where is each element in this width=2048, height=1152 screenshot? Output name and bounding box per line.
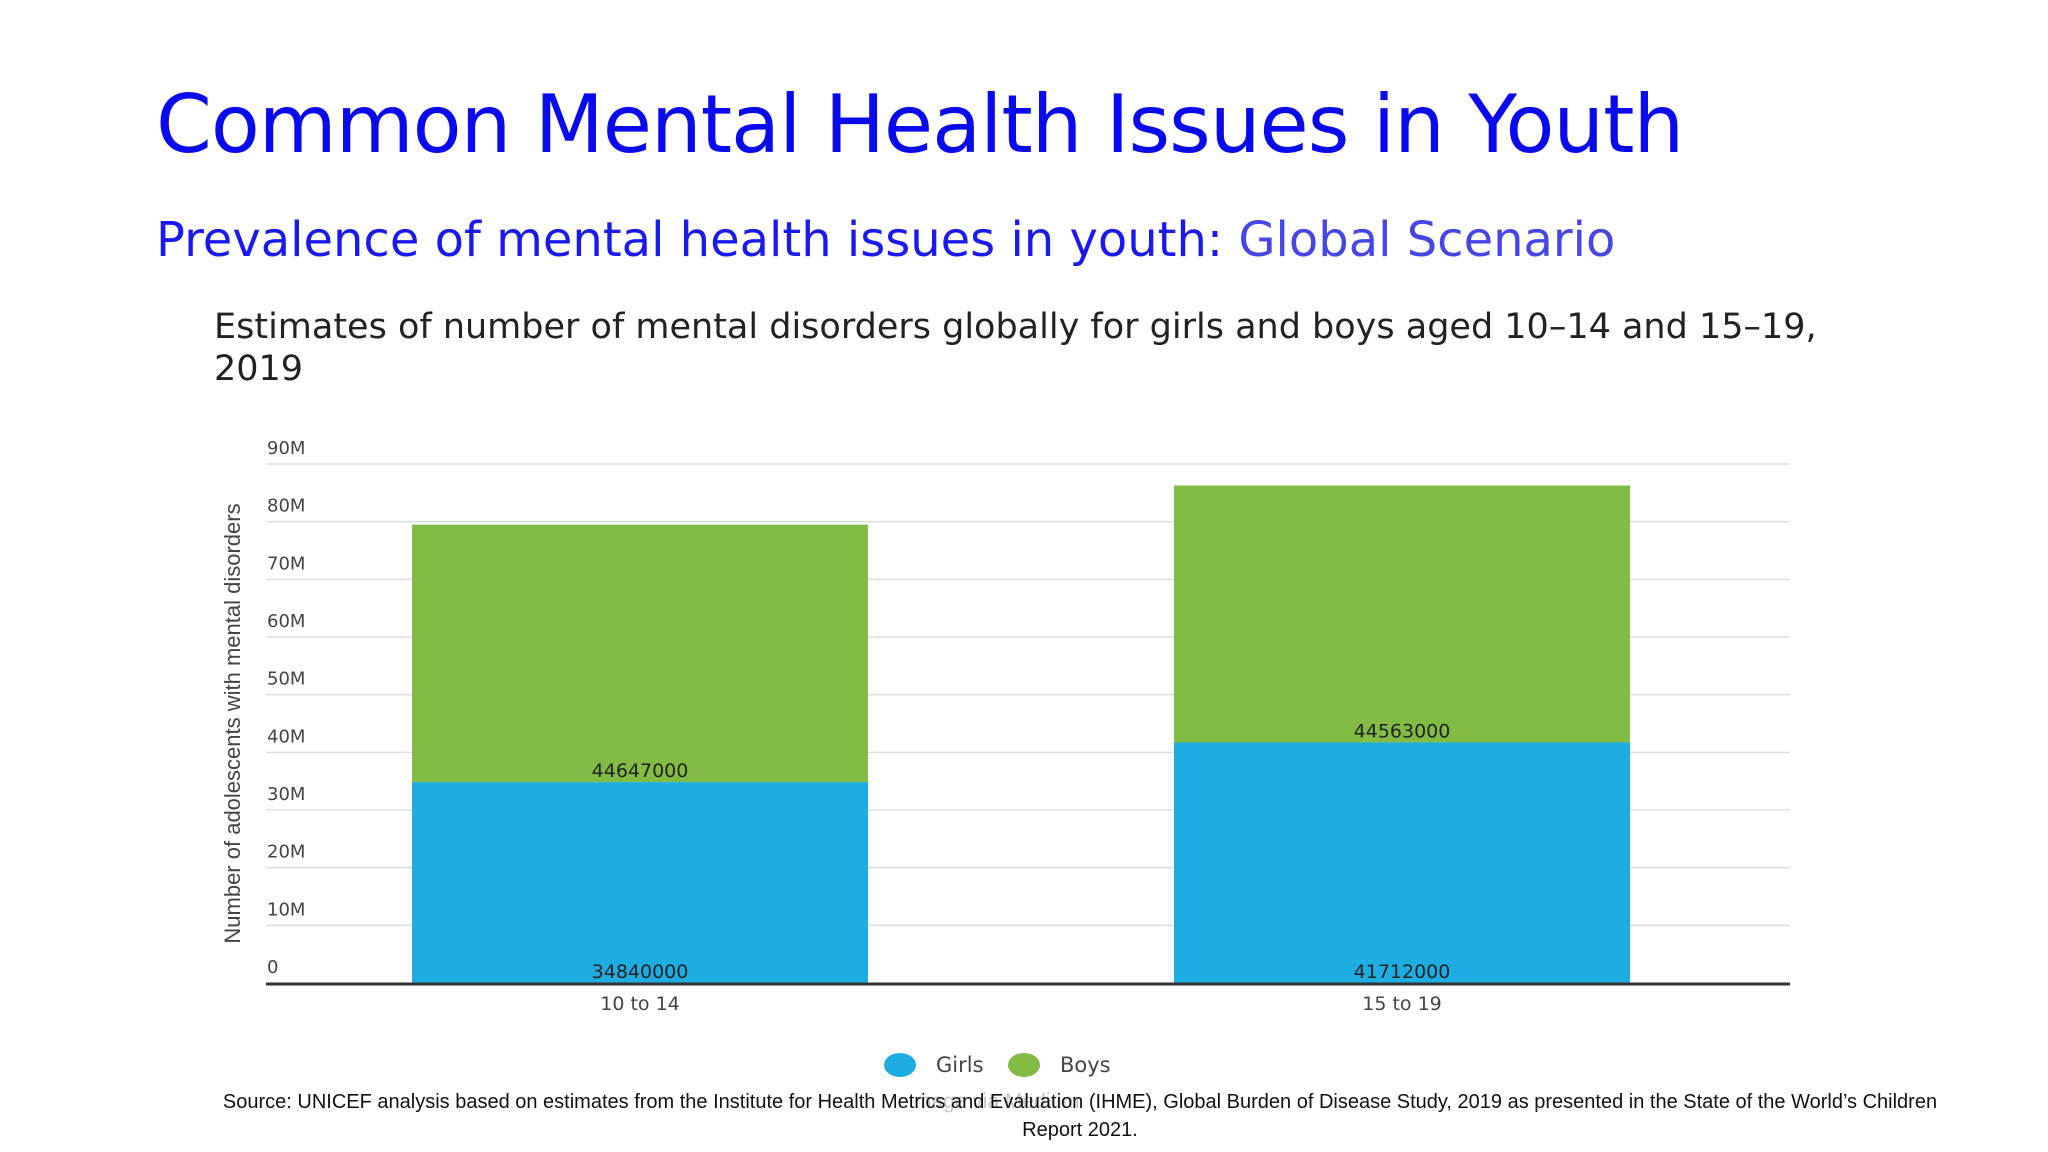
source-note: Source: UNICEF analysis based on estimat… xyxy=(222,1091,1938,1141)
x-tick-label: 15 to 19 xyxy=(1362,993,1442,1015)
slide-title: Common Mental Health Issues in Youth xyxy=(156,78,1684,171)
legend-swatch-boys xyxy=(1008,1053,1040,1077)
y-tick-label: 60M xyxy=(267,611,305,632)
watermark: Image via Medium xyxy=(908,1090,1080,1113)
data-label: 44647000 xyxy=(592,760,689,782)
legend-label: Girls xyxy=(936,1053,984,1077)
y-tick-label: 40M xyxy=(267,726,305,747)
bar-girls xyxy=(1174,742,1630,983)
y-tick-label: 80M xyxy=(267,496,305,517)
legend-label: Boys xyxy=(1060,1053,1111,1077)
subtitle-accent: Global Scenario xyxy=(1238,212,1616,268)
chart-title: Estimates of number of mental disorders … xyxy=(214,307,1817,389)
subtitle-main: Prevalence of mental health issues in yo… xyxy=(156,212,1239,268)
y-tick-label: 70M xyxy=(267,553,305,574)
bar-boys xyxy=(412,524,868,783)
data-label: 44563000 xyxy=(1354,720,1451,742)
legend-swatch-girls xyxy=(884,1053,916,1077)
slide-subtitle: Prevalence of mental health issues in yo… xyxy=(156,212,1615,268)
y-axis-label: Number of adolescents with mental disord… xyxy=(220,503,245,943)
y-tick-label: 0 xyxy=(267,957,278,978)
bar-boys xyxy=(1174,485,1630,743)
x-tick-label: 10 to 14 xyxy=(600,993,680,1015)
y-tick-label: 50M xyxy=(267,669,305,690)
data-label: 41712000 xyxy=(1354,961,1451,983)
y-tick-label: 10M xyxy=(267,899,305,920)
bar-girls xyxy=(412,782,868,983)
y-tick-label: 30M xyxy=(267,784,305,805)
y-tick-label: 90M xyxy=(267,438,305,459)
data-label: 34840000 xyxy=(592,961,689,983)
y-tick-label: 20M xyxy=(267,842,305,863)
stacked-bar-chart: 0 10M 20M 30M 40M 50M 60M 70M 80M 90M Number of ad… xyxy=(220,438,1790,1077)
